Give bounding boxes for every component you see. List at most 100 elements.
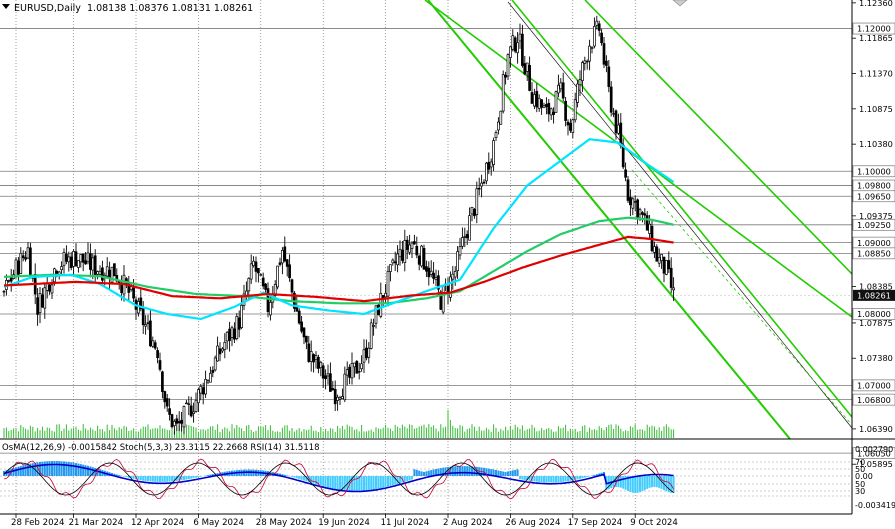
- candle-body: [480, 182, 483, 187]
- candle-body: [41, 294, 44, 308]
- osma-bar: [187, 476, 190, 480]
- candle-body: [453, 271, 457, 278]
- level-tag: [852, 308, 895, 320]
- osma-bar: [581, 476, 584, 479]
- candle-body: [612, 113, 615, 115]
- osma-bar: [468, 466, 471, 476]
- osma-bar: [82, 464, 85, 476]
- chart-header-symbol: EURUSD,Daily: [14, 3, 81, 14]
- channel-line: [584, 0, 853, 275]
- osma-bar: [353, 476, 356, 491]
- osma-bar: [389, 476, 392, 486]
- candle-body: [665, 260, 668, 275]
- osma-bar: [435, 468, 437, 476]
- osma-bar: [552, 476, 555, 483]
- candle-body: [24, 257, 27, 260]
- candle-body: [537, 97, 541, 109]
- osma-bar: [466, 466, 469, 476]
- candle-body: [50, 284, 54, 294]
- candle-body: [62, 252, 66, 266]
- osma-bar: [166, 476, 169, 482]
- candle-body: [276, 265, 279, 288]
- osma-bar: [310, 476, 313, 483]
- candle-body: [441, 285, 445, 313]
- osma-bar: [555, 476, 557, 483]
- candle-body: [422, 247, 426, 270]
- candle-body: [21, 255, 25, 259]
- candle-body: [55, 270, 59, 274]
- candle-body: [425, 266, 428, 272]
- candle-body: [86, 252, 90, 263]
- candle-body: [19, 252, 23, 274]
- candle-body: [211, 369, 215, 373]
- osma-bar: [528, 476, 531, 481]
- osma-bar: [521, 476, 524, 480]
- collapse-arrow-icon[interactable]: [2, 4, 10, 9]
- candle-body: [9, 277, 13, 282]
- candle-body: [113, 263, 116, 277]
- level-tag-label: 1.12000: [857, 24, 891, 34]
- time-tick-label: 9 Oct 2024: [630, 518, 678, 528]
- osma-bar: [651, 476, 653, 488]
- osma-bar: [115, 474, 118, 476]
- osma-bar: [396, 476, 399, 484]
- candle-body: [494, 132, 498, 138]
- candle-body: [288, 264, 291, 279]
- candle-body: [309, 351, 313, 362]
- candle-body: [624, 169, 627, 178]
- time-tick-label: 6 May 2024: [193, 518, 244, 528]
- candle-body: [336, 396, 339, 401]
- osma-bar: [65, 461, 68, 476]
- osma-bar: [84, 465, 87, 476]
- osma-bar: [195, 476, 197, 478]
- candle-body: [648, 223, 651, 234]
- osma-bar: [557, 476, 560, 483]
- candle-body: [501, 74, 505, 112]
- osma-bar: [547, 476, 550, 483]
- osma-bar: [77, 463, 80, 476]
- candle-body: [552, 111, 555, 115]
- osma-bar: [387, 476, 389, 487]
- osma-bar: [58, 461, 61, 476]
- price-tick-label: 1.06390: [859, 424, 893, 434]
- osma-bar: [286, 475, 289, 476]
- osma-bar: [576, 476, 579, 480]
- osma-bar: [279, 473, 281, 476]
- candle-body: [146, 322, 150, 324]
- osma-bar: [519, 476, 521, 480]
- osma-bar: [535, 476, 538, 482]
- candle-body: [492, 140, 495, 165]
- candle-body: [67, 256, 71, 263]
- candle-body: [96, 271, 99, 275]
- candle-body: [341, 396, 344, 400]
- candle-body: [225, 331, 229, 342]
- osma-bar: [627, 476, 629, 491]
- osma-bar: [427, 470, 430, 476]
- osma-bar: [418, 470, 421, 476]
- osma-bar: [171, 476, 173, 482]
- current-price-label: 1.08261: [857, 291, 891, 301]
- candle-body: [384, 292, 387, 298]
- osma-bar: [79, 464, 82, 476]
- osma-bar: [329, 476, 332, 489]
- price-tick-label: 1.07380: [859, 353, 893, 363]
- candle-body: [461, 237, 464, 247]
- candle-body: [283, 246, 287, 262]
- osma-bar: [63, 461, 65, 476]
- candle-body: [273, 284, 277, 296]
- candle-body: [89, 253, 92, 270]
- osma-bar: [624, 476, 627, 490]
- candle-body: [317, 357, 320, 369]
- candle-body: [403, 240, 407, 263]
- osma-bar: [96, 468, 99, 476]
- candle-body: [204, 379, 207, 395]
- candle-body: [559, 82, 563, 90]
- osma-bar: [365, 476, 368, 491]
- osma-bar: [312, 476, 315, 484]
- osma-bar: [569, 476, 572, 481]
- candle-body: [434, 277, 438, 281]
- candle-body: [185, 402, 188, 405]
- osma-bar: [183, 476, 185, 480]
- candle-body: [576, 83, 579, 103]
- osma-bar: [562, 476, 565, 482]
